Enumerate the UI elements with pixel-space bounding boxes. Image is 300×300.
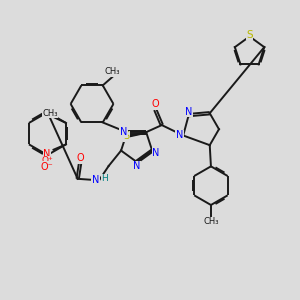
Text: S: S <box>123 131 129 141</box>
Text: CH₃: CH₃ <box>43 109 58 118</box>
Text: N: N <box>120 127 127 137</box>
Text: N: N <box>176 130 183 140</box>
Text: N: N <box>92 175 99 185</box>
Text: N: N <box>133 161 140 171</box>
Text: S: S <box>246 30 253 40</box>
Text: O: O <box>152 99 159 109</box>
Text: O⁻: O⁻ <box>40 162 53 172</box>
Text: N: N <box>152 148 159 158</box>
Text: CH₃: CH₃ <box>104 67 120 76</box>
Text: CH₃: CH₃ <box>203 217 219 226</box>
Text: N: N <box>43 149 51 159</box>
Text: O⁺: O⁺ <box>41 157 53 166</box>
Text: N: N <box>185 106 192 116</box>
Text: O: O <box>76 153 84 163</box>
Text: H: H <box>101 174 108 183</box>
